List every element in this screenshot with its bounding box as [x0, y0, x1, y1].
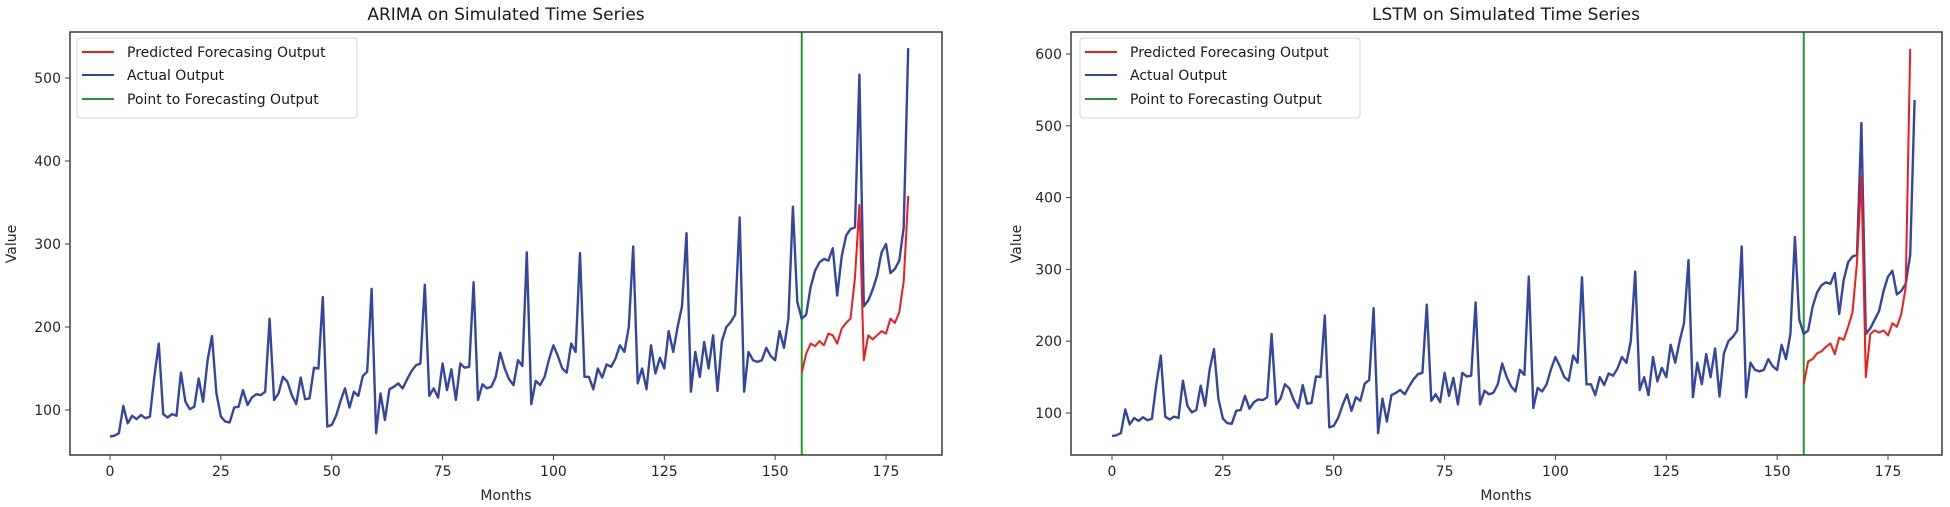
legend-label-split: Point to Forecasting Output: [127, 92, 319, 108]
y-tick-label: 100: [1035, 406, 1062, 422]
x-tick-label: 75: [434, 464, 452, 480]
legend-box: [76, 37, 358, 119]
x-tick-label: 0: [106, 464, 115, 480]
y-axis-label: Value: [4, 225, 20, 263]
legend-label-actual: Actual Output: [127, 68, 224, 84]
y-tick-label: 600: [1035, 47, 1062, 63]
y-tick-label: 300: [34, 237, 61, 253]
actual-series-line: [1111, 99, 1916, 438]
axes-frame: [1070, 31, 1943, 456]
arima-chart: ARIMA on Simulated Time Series 0 25 50 75 10…: [4, 5, 943, 504]
legend-label-split: Point to Forecasting Output: [1130, 92, 1322, 108]
y-axis-label: Value: [1009, 225, 1025, 263]
x-tick-label: 150: [762, 464, 789, 480]
y-tick-label: 200: [34, 320, 61, 336]
x-tick-label: 25: [212, 464, 230, 480]
x-axis-label: Months: [480, 488, 531, 504]
legend-box: [1079, 37, 1361, 119]
y-tick-label: 400: [34, 154, 61, 170]
x-tick-label: 150: [1764, 464, 1791, 480]
chart-title: ARIMA on Simulated Time Series: [367, 5, 644, 25]
legend-label-predicted: Predicted Forecasing Output: [1130, 45, 1329, 61]
x-tick-label: 75: [1436, 464, 1454, 480]
x-tick-label: 175: [1875, 464, 1902, 480]
y-tick-label: 200: [1035, 334, 1062, 350]
y-tick-label: 400: [1035, 191, 1062, 207]
y-axis-ticks: 100 200 300 400 500 600: [1035, 47, 1071, 422]
x-tick-label: 125: [1653, 464, 1680, 480]
x-tick-label: 50: [323, 464, 341, 480]
x-axis-label: Months: [1480, 488, 1531, 504]
x-tick-label: 25: [1214, 464, 1232, 480]
x-tick-label: 125: [651, 464, 678, 480]
y-axis-ticks: 100 200 300 400 500: [34, 71, 70, 419]
x-axis-ticks: 0 25 50 75 100 125 150 175: [1108, 455, 1902, 480]
plot-area: [1111, 32, 1916, 455]
legend: Predicted Forecasing Output Actual Outpu…: [76, 37, 358, 119]
x-tick-label: 175: [873, 464, 900, 480]
x-tick-label: 0: [1108, 464, 1117, 480]
x-axis-ticks: 0 25 50 75 100 125 150 175: [106, 455, 900, 480]
y-tick-label: 500: [1035, 119, 1062, 135]
actual-series-line: [109, 48, 910, 438]
legend-label-actual: Actual Output: [1130, 68, 1227, 84]
x-tick-label: 100: [540, 464, 567, 480]
y-tick-label: 500: [34, 71, 61, 87]
x-tick-label: 100: [1542, 464, 1569, 480]
x-tick-label: 50: [1325, 464, 1343, 480]
predicted-series-line: [1802, 48, 1912, 385]
chart-title: LSTM on Simulated Time Series: [1372, 5, 1640, 25]
predicted-series-line: [800, 195, 910, 373]
plot-area: [109, 32, 910, 455]
y-tick-label: 300: [1035, 262, 1062, 278]
legend-label-predicted: Predicted Forecasing Output: [127, 45, 326, 61]
y-tick-label: 100: [34, 403, 61, 419]
lstm-chart: LSTM on Simulated Time Series 0 25 50 75 100…: [1009, 5, 1943, 504]
legend: Predicted Forecasing Output Actual Outpu…: [1079, 37, 1361, 119]
